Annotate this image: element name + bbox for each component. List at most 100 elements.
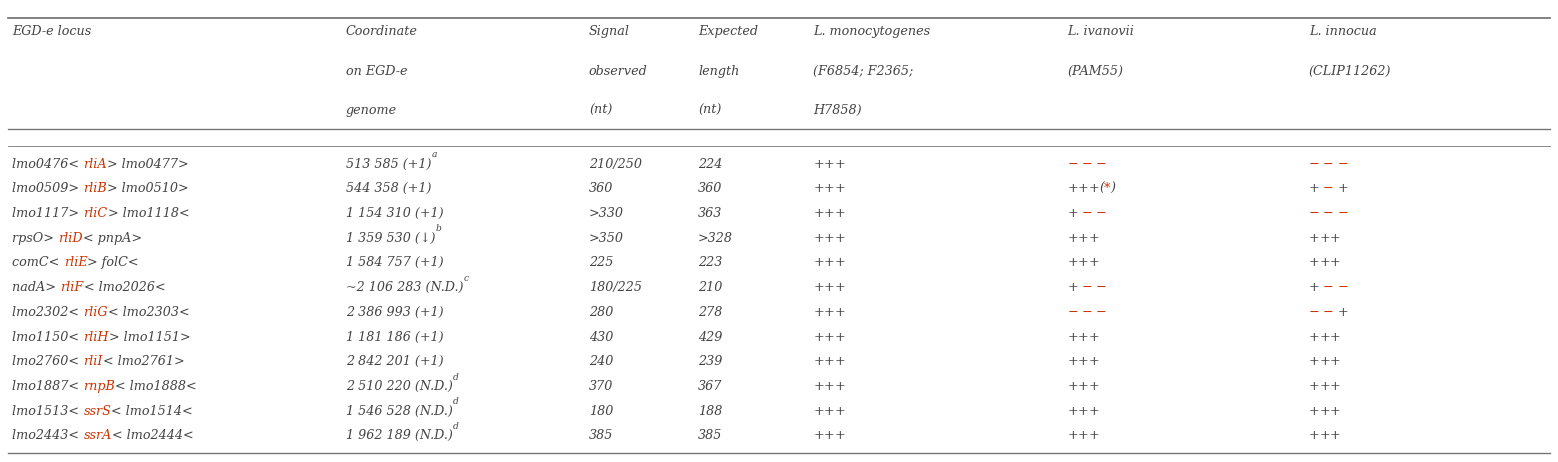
Text: ): ) (1111, 182, 1116, 195)
Text: +: + (1320, 355, 1331, 368)
Text: +: + (813, 256, 824, 269)
Text: < lmo2444<: < lmo2444< (112, 429, 193, 443)
Text: +: + (824, 330, 835, 344)
Text: 180: 180 (589, 405, 614, 418)
Text: +: + (824, 158, 835, 170)
Text: 1 962 189 (N.D.): 1 962 189 (N.D.) (346, 429, 453, 443)
Text: rliF: rliF (61, 281, 84, 294)
Text: −: − (1334, 158, 1349, 170)
Text: rliA: rliA (84, 158, 108, 170)
Text: rliH: rliH (84, 330, 109, 344)
Text: 363: 363 (698, 207, 723, 220)
Text: −: − (1334, 281, 1349, 294)
Text: +: + (824, 231, 835, 245)
Text: (nt): (nt) (698, 104, 721, 117)
Text: rnpB: rnpB (84, 380, 115, 393)
Text: >330: >330 (589, 207, 623, 220)
Text: +: + (1067, 330, 1078, 344)
Text: +: + (1089, 256, 1098, 269)
Text: −: − (1320, 158, 1334, 170)
Text: +: + (813, 182, 824, 195)
Text: rliE: rliE (64, 256, 87, 269)
Text: 1 546 528 (N.D.): 1 546 528 (N.D.) (346, 405, 453, 418)
Text: +: + (1309, 429, 1320, 443)
Text: +: + (813, 158, 824, 170)
Text: +: + (1331, 405, 1340, 418)
Text: +: + (1334, 182, 1349, 195)
Text: 1 181 186 (+1): 1 181 186 (+1) (346, 330, 444, 344)
Text: −: − (1092, 207, 1108, 220)
Text: lmo1150<: lmo1150< (12, 330, 84, 344)
Text: < lmo2761>: < lmo2761> (103, 355, 184, 368)
Text: 385: 385 (589, 429, 614, 443)
Text: (nt): (nt) (589, 104, 612, 117)
Text: +: + (1067, 231, 1078, 245)
Text: −: − (1078, 281, 1092, 294)
Text: +: + (813, 281, 824, 294)
Text: nadA>: nadA> (12, 281, 61, 294)
Text: a: a (432, 150, 436, 159)
Text: < lmo1888<: < lmo1888< (115, 380, 196, 393)
Text: +: + (1078, 405, 1089, 418)
Text: 188: 188 (698, 405, 723, 418)
Text: EGD-e locus: EGD-e locus (12, 25, 92, 38)
Text: +: + (1078, 182, 1089, 195)
Text: +: + (1067, 405, 1078, 418)
Text: ~2 106 283 (N.D.): ~2 106 283 (N.D.) (346, 281, 463, 294)
Text: > lmo1151>: > lmo1151> (109, 330, 190, 344)
Text: >328: >328 (698, 231, 732, 245)
Text: +: + (1067, 281, 1078, 294)
Text: Expected: Expected (698, 25, 759, 38)
Text: < pnpA>: < pnpA> (83, 231, 142, 245)
Text: −: − (1067, 158, 1078, 170)
Text: c: c (463, 274, 469, 283)
Text: −: − (1309, 158, 1320, 170)
Text: +: + (1331, 256, 1340, 269)
Text: +: + (1309, 405, 1320, 418)
Text: < lmo1514<: < lmo1514< (111, 405, 193, 418)
Text: −: − (1309, 207, 1320, 220)
Text: 385: 385 (698, 429, 723, 443)
Text: −: − (1320, 281, 1334, 294)
Text: +: + (1089, 405, 1098, 418)
Text: +: + (1320, 231, 1331, 245)
Text: length: length (698, 65, 740, 78)
Text: +: + (1331, 355, 1340, 368)
Text: rliB: rliB (84, 182, 108, 195)
Text: +: + (1089, 429, 1098, 443)
Text: > lmo0510>: > lmo0510> (108, 182, 189, 195)
Text: +: + (1334, 306, 1349, 319)
Text: L. monocytogenes: L. monocytogenes (813, 25, 930, 38)
Text: ssrS: ssrS (84, 405, 111, 418)
Text: 1 154 310 (+1): 1 154 310 (+1) (346, 207, 444, 220)
Text: +: + (824, 256, 835, 269)
Text: −: − (1067, 306, 1078, 319)
Text: 2 842 201 (+1): 2 842 201 (+1) (346, 355, 444, 368)
Text: −: − (1078, 158, 1092, 170)
Text: +: + (1067, 256, 1078, 269)
Text: +: + (824, 429, 835, 443)
Text: +: + (824, 380, 835, 393)
Text: 280: 280 (589, 306, 614, 319)
Text: d: d (453, 397, 458, 406)
Text: 210: 210 (698, 281, 723, 294)
Text: H7858): H7858) (813, 104, 862, 117)
Text: +: + (824, 405, 835, 418)
Text: +: + (835, 281, 844, 294)
Text: +: + (1309, 330, 1320, 344)
Text: +: + (1309, 231, 1320, 245)
Text: 180/225: 180/225 (589, 281, 642, 294)
Text: lmo0476<: lmo0476< (12, 158, 84, 170)
Text: +: + (835, 330, 844, 344)
Text: −: − (1334, 207, 1349, 220)
Text: +: + (813, 355, 824, 368)
Text: 223: 223 (698, 256, 723, 269)
Text: +: + (1320, 429, 1331, 443)
Text: +: + (813, 429, 824, 443)
Text: +: + (1089, 182, 1098, 195)
Text: −: − (1078, 306, 1092, 319)
Text: −: − (1092, 306, 1108, 319)
Text: +: + (1331, 330, 1340, 344)
Text: (F6854; F2365;: (F6854; F2365; (813, 65, 913, 78)
Text: 1 584 757 (+1): 1 584 757 (+1) (346, 256, 444, 269)
